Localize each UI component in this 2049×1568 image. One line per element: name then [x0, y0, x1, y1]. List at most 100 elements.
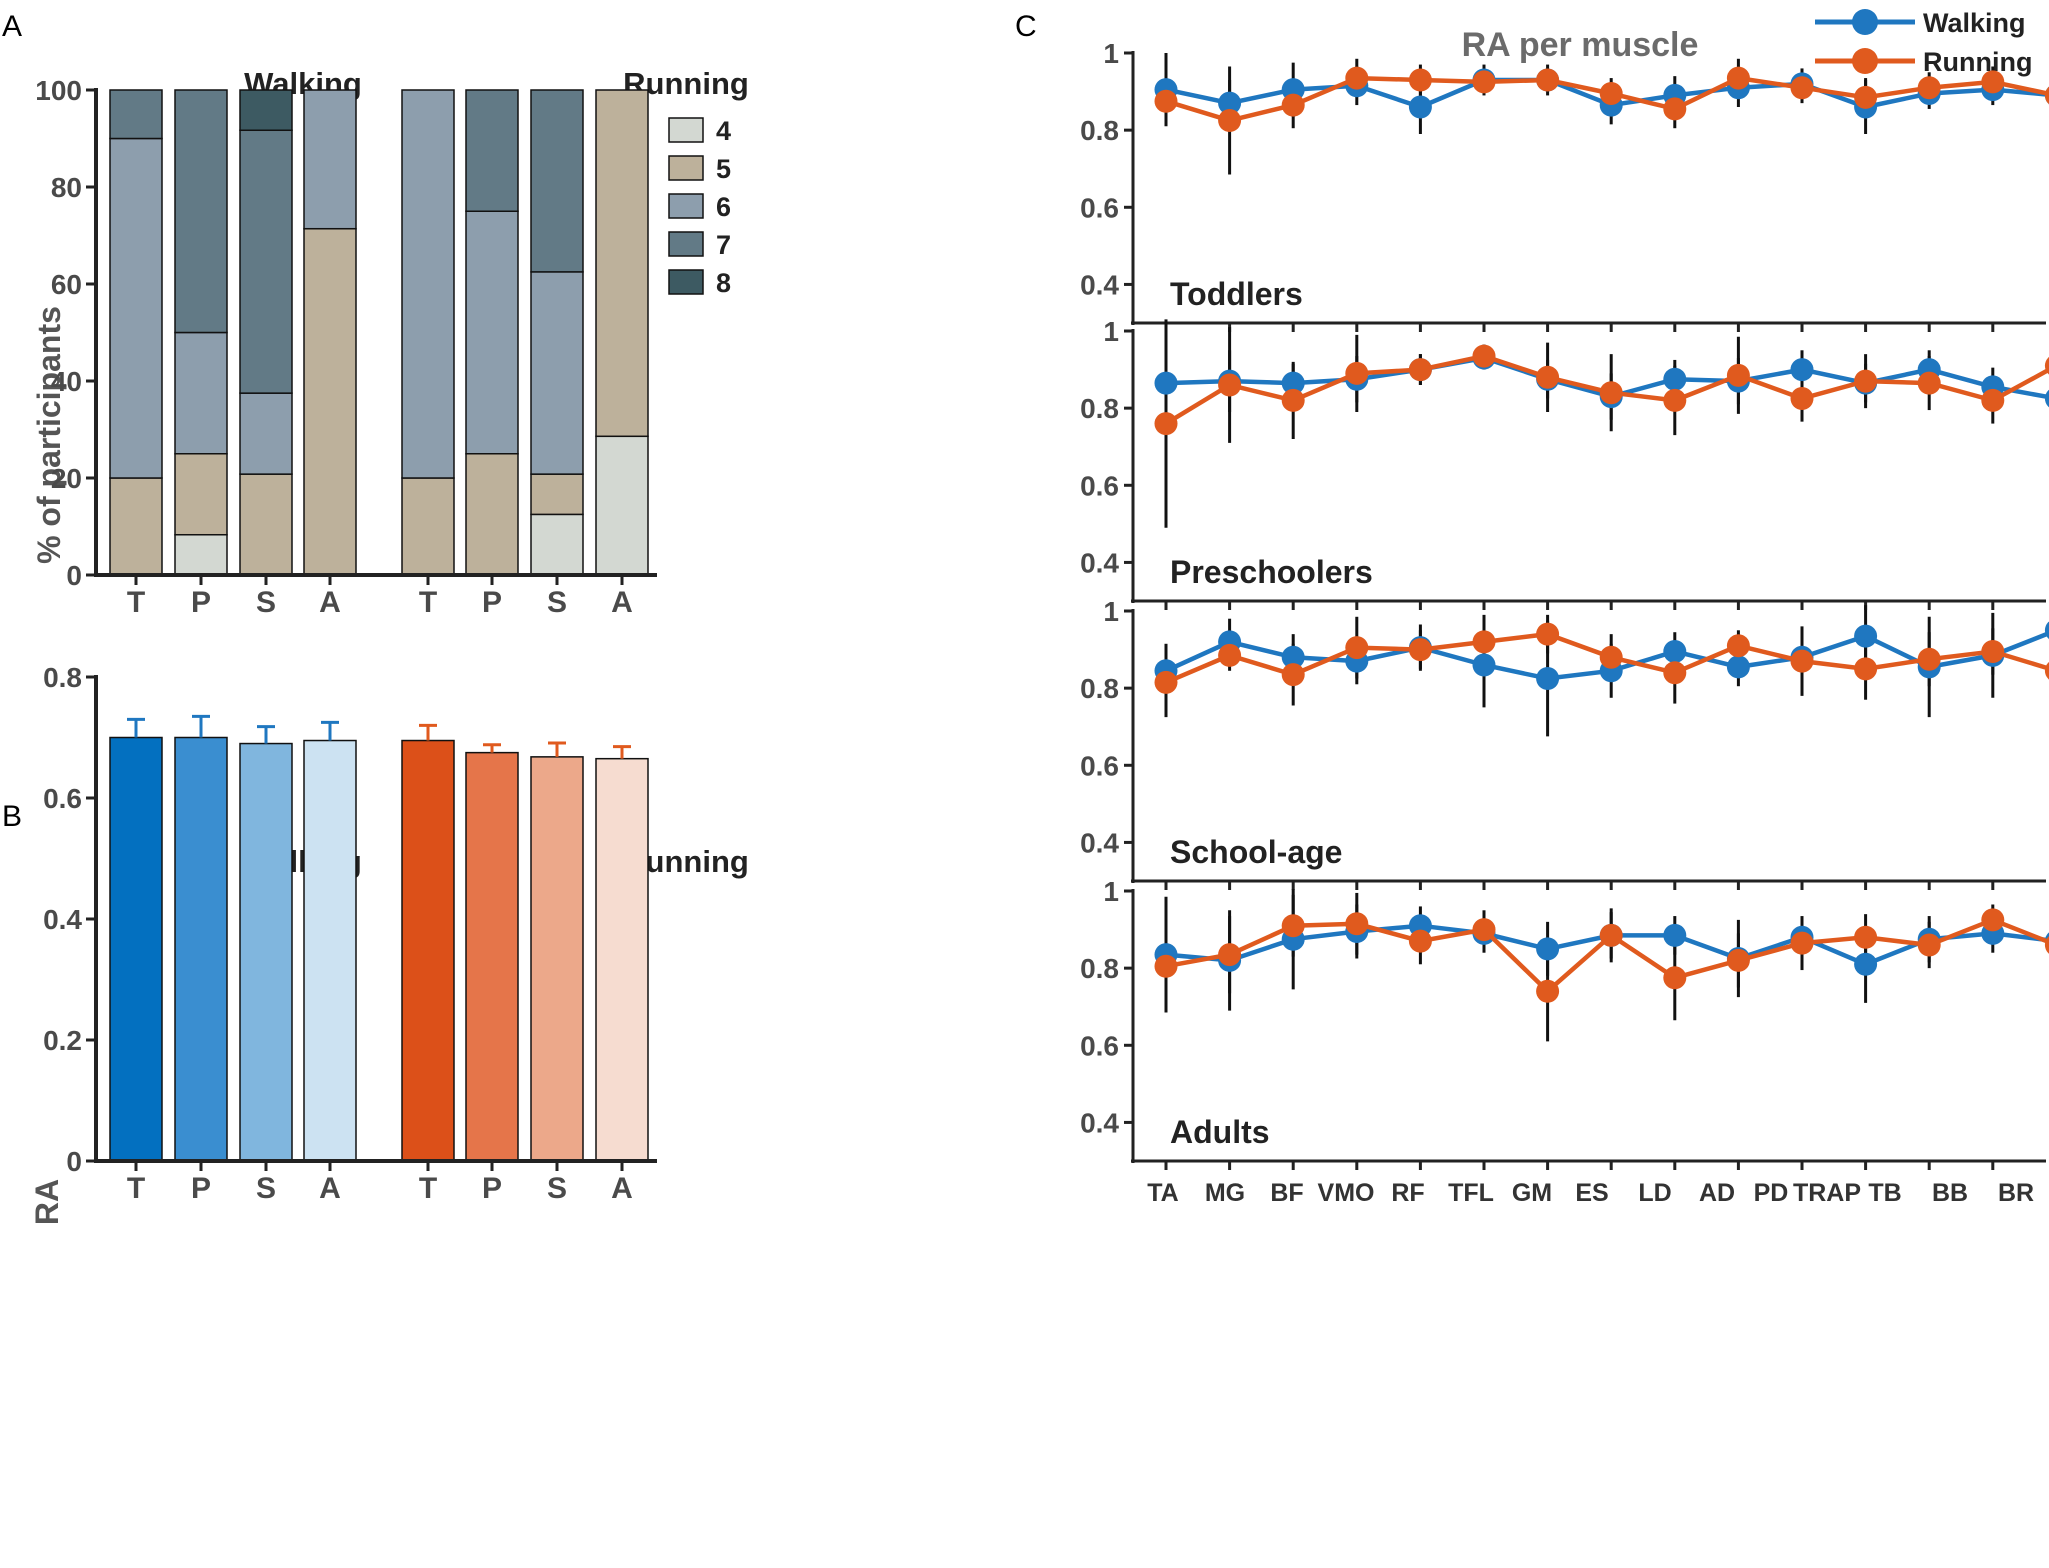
panel-c-y-tick-label: 0.8	[1080, 115, 1119, 146]
legend-running-marker	[1852, 48, 1878, 74]
panel-c-y-tick-label: 0.6	[1080, 192, 1119, 223]
panel-c-running-point	[1663, 388, 1687, 412]
panel-a-bar-segment	[303, 227, 357, 576]
panel-c-walking-point	[1663, 923, 1687, 947]
panel-c-walking-point	[1854, 624, 1878, 648]
panel-a-x-tick-label: A	[319, 586, 341, 619]
panel-c-running-point	[1790, 931, 1814, 955]
panel-c-running-point	[1472, 630, 1496, 654]
panel-c-running-point	[1345, 636, 1369, 660]
panel-c-running-point	[1917, 371, 1941, 395]
panel-c-running-point	[1154, 89, 1178, 113]
panel-c-running-point	[1854, 369, 1878, 393]
panel-c-y-tick-label: 1	[1103, 876, 1119, 907]
panel-c-running-point	[1854, 85, 1878, 109]
panel-c-x-tick-label: RF	[1391, 1179, 1424, 1207]
panel-c-running-point	[1917, 933, 1941, 957]
panel-a-legend-label: 5	[716, 154, 731, 184]
panel-c-running-point	[1599, 645, 1623, 669]
panel-c-y-tick-label: 0.4	[1080, 1107, 1119, 1138]
panel-a-bar-segment	[239, 89, 293, 132]
panel-c-running-point	[1536, 622, 1560, 646]
panel-c-running-point	[1663, 661, 1687, 685]
panel-c-running-point	[1917, 76, 1941, 100]
panel-c-running-point	[1408, 929, 1432, 953]
panel-c-walking-point	[1790, 358, 1814, 382]
panel-b-x-tick-label: T	[127, 1172, 145, 1205]
panel-a-x-tick-label: A	[611, 586, 633, 619]
panel-c-x-tick-label: TB	[1868, 1179, 1901, 1207]
panel-c-x-tick-label: TRAP	[1793, 1179, 1861, 1207]
panel-c-x-tick-label: VMO	[1318, 1179, 1375, 1207]
panel-c-running-point	[1472, 70, 1496, 94]
panel-a-stacked-bars: Walking Running % of participants 020406…	[31, 66, 749, 619]
panel-c-line-charts: RA per muscle Walking Running 0.4 0.6 0.8 1…	[1080, 8, 2049, 1207]
panel-c-running-point	[1981, 70, 2005, 94]
panel-c-running-point	[1981, 908, 2005, 932]
panel-a-bar-segment	[530, 473, 584, 516]
panel-c-y-tick-label: 0.4	[1080, 827, 1119, 858]
panel-c-group-label: Preschoolers	[1170, 554, 1373, 590]
panel-b-y-axis-label: RA	[29, 1179, 65, 1225]
panel-c-walking-point	[1536, 667, 1560, 690]
panel-c-running-point	[1408, 358, 1432, 382]
panel-c-title: RA per muscle	[1462, 26, 1699, 64]
panel-c-running-point	[1726, 634, 1750, 658]
panel-c-y-tick-label: 0.6	[1080, 470, 1119, 501]
panel-c-running-point	[1345, 361, 1369, 385]
panel-c-running-point	[1218, 109, 1242, 132]
panel-c-x-tick-label: BF	[1270, 1179, 1303, 1207]
panel-c-legend: Walking Running	[1815, 8, 2032, 77]
panel-a-y-tick-label: 0	[66, 560, 82, 591]
panel-b-x-tick-label: S	[256, 1172, 276, 1205]
panel-c-walking-point	[1663, 367, 1687, 391]
legend-walking-label: Walking	[1923, 8, 2026, 38]
panel-b-bars: Walking Running RA 00.20.40.60.8T P S A T P S A	[29, 662, 749, 1225]
panel-c-walking-point	[1472, 653, 1496, 677]
panel-a-y-tick-label: 20	[51, 463, 82, 494]
panel-a-bar-segment	[174, 453, 228, 536]
panel-c-walking-point	[1663, 640, 1687, 663]
panel-c-running-point	[1536, 365, 1560, 389]
panel-c-running-point	[1472, 918, 1496, 942]
panel-a-y-tick-label: 100	[35, 75, 82, 106]
panel-b-bar	[109, 736, 163, 1162]
panel-a-legend-label: 4	[716, 116, 731, 146]
panel-a-bar-segment	[465, 89, 519, 212]
panel-label-a: A	[2, 10, 22, 43]
panel-a-bar-segment	[401, 477, 455, 576]
panel-a-legend-swatch	[668, 117, 704, 143]
panel-c-running-point	[1663, 966, 1687, 990]
panel-b-bar	[401, 739, 455, 1162]
panel-c-running-point	[1472, 344, 1496, 368]
panel-c-running-point	[1281, 93, 1305, 117]
panel-c-y-tick-label: 0.4	[1080, 547, 1119, 578]
panel-a-bar-segment	[530, 513, 584, 576]
panel-c-y-tick-label: 1	[1103, 38, 1119, 69]
panel-c-running-point	[1726, 948, 1750, 972]
panel-c-running-point	[1345, 66, 1369, 90]
panel-c-running-point	[1981, 640, 2005, 663]
panel-c-y-tick-label: 0.6	[1080, 1030, 1119, 1061]
panel-c-running-point	[1218, 643, 1242, 667]
panel-a-y-axis-label: % of participants	[31, 306, 67, 564]
panel-a-bar-segment	[303, 89, 357, 230]
panel-a-y-tick-label: 60	[51, 269, 82, 300]
panel-a-bar-segment	[174, 89, 228, 334]
panel-a-legend: 4 5 6 7 8	[668, 116, 731, 298]
panel-c-running-point	[1408, 68, 1432, 92]
panel-c-running-point	[1854, 657, 1878, 681]
panel-c-group-label: Toddlers	[1170, 276, 1303, 312]
panel-a-legend-label: 7	[716, 230, 731, 260]
panel-c-running-point	[1726, 66, 1750, 90]
panel-b-x-tick-label: A	[611, 1172, 633, 1205]
panel-b-y-tick-label: 0.4	[43, 904, 82, 935]
panel-a-bar-segment	[174, 331, 228, 455]
panel-c-running-point	[1726, 363, 1750, 387]
panel-c-x-tick-label: PD	[1754, 1179, 1789, 1207]
panel-c-x-tick-label: ES	[1575, 1179, 1608, 1207]
panel-c-group-label: Adults	[1170, 1114, 1270, 1150]
panel-c-walking-point	[1281, 371, 1305, 395]
panel-c-y-tick-label: 1	[1103, 596, 1119, 627]
panel-c-running-point	[1790, 649, 1814, 673]
